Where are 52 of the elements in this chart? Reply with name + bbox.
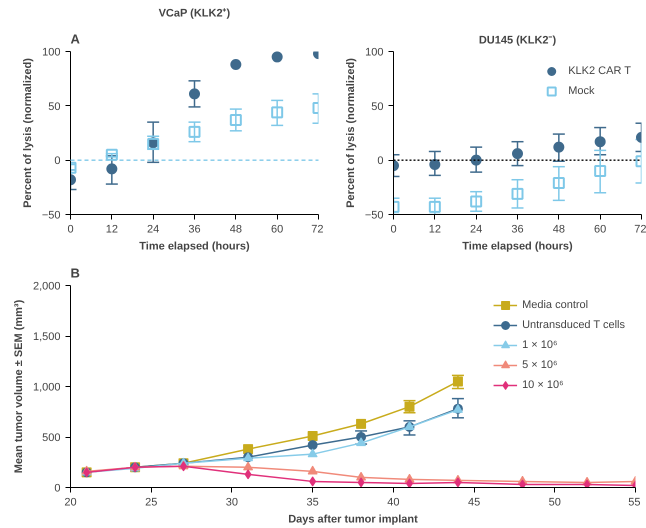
x-tick-label: 55 bbox=[628, 496, 641, 508]
x-tick-label: 48 bbox=[552, 224, 565, 236]
x-tick-label: 36 bbox=[511, 224, 524, 236]
y-tick-label: 50 bbox=[48, 100, 61, 113]
x-tick-label: 60 bbox=[594, 224, 606, 236]
x-axis-title: Days after tumor implant bbox=[288, 514, 418, 526]
x-tick-label: 20 bbox=[64, 496, 77, 508]
legend-label: 1 × 10⁶ bbox=[522, 339, 558, 351]
y-tick-label: 500 bbox=[42, 432, 61, 444]
x-tick-label: 48 bbox=[230, 224, 242, 236]
y-tick-label: 1,500 bbox=[32, 331, 61, 343]
legend-label: 5 × 10⁶ bbox=[522, 359, 558, 371]
y-tick-label: 1,000 bbox=[32, 382, 61, 394]
x-tick-label: 50 bbox=[548, 496, 561, 508]
y-tick-label: 0 bbox=[54, 155, 61, 168]
x-tick-label: 45 bbox=[468, 496, 480, 508]
chart-title: DU145 (KLK2⁻) bbox=[478, 34, 557, 46]
legend-label: 10 × 10⁶ bbox=[522, 379, 564, 391]
legend-label: Untransduced T cells bbox=[522, 319, 625, 331]
y-axis-title: Mean tumor volume ± SEM (mm³) bbox=[12, 299, 25, 474]
x-tick-label: 35 bbox=[306, 496, 319, 508]
y-tick-label: −50 bbox=[42, 210, 61, 222]
x-tick-label: 72 bbox=[634, 224, 646, 236]
y-tick-label: 0 bbox=[377, 155, 384, 168]
legend-label: Media control bbox=[522, 299, 588, 311]
y-axis-title: Percent of lysis (normalized) bbox=[344, 58, 357, 208]
legend-label: KLK2 CAR T bbox=[568, 65, 631, 77]
x-tick-label: 72 bbox=[311, 224, 324, 236]
legend-label: Mock bbox=[568, 85, 594, 97]
x-tick-label: 60 bbox=[271, 224, 284, 236]
x-tick-label: 30 bbox=[226, 496, 238, 508]
x-tick-label: 12 bbox=[106, 224, 118, 236]
y-tick-label: 100 bbox=[365, 46, 384, 58]
x-tick-label: 24 bbox=[147, 224, 160, 236]
y-tick-label: 100 bbox=[42, 46, 61, 58]
chart-title: VCaP (KLK2⁺) bbox=[158, 8, 231, 20]
x-axis-title: Time elapsed (hours) bbox=[462, 240, 574, 252]
x-tick-label: 24 bbox=[470, 224, 482, 236]
y-tick-label: 50 bbox=[371, 100, 384, 113]
y-tick-label: −50 bbox=[364, 210, 384, 222]
x-tick-label: 25 bbox=[145, 496, 158, 508]
x-tick-label: 36 bbox=[188, 224, 201, 236]
x-tick-label: 0 bbox=[390, 224, 397, 236]
x-tick-label: 40 bbox=[387, 496, 400, 508]
x-tick-label: 0 bbox=[67, 224, 74, 236]
x-axis-title: Time elapsed (hours) bbox=[139, 240, 250, 252]
y-tick-label: 2,000 bbox=[32, 280, 61, 292]
text: A bbox=[70, 32, 80, 46]
text: B bbox=[70, 266, 80, 280]
y-tick-label: 0 bbox=[54, 482, 61, 494]
y-axis-title: Percent of lysis (normalized) bbox=[22, 58, 34, 208]
x-tick-label: 12 bbox=[428, 224, 441, 236]
